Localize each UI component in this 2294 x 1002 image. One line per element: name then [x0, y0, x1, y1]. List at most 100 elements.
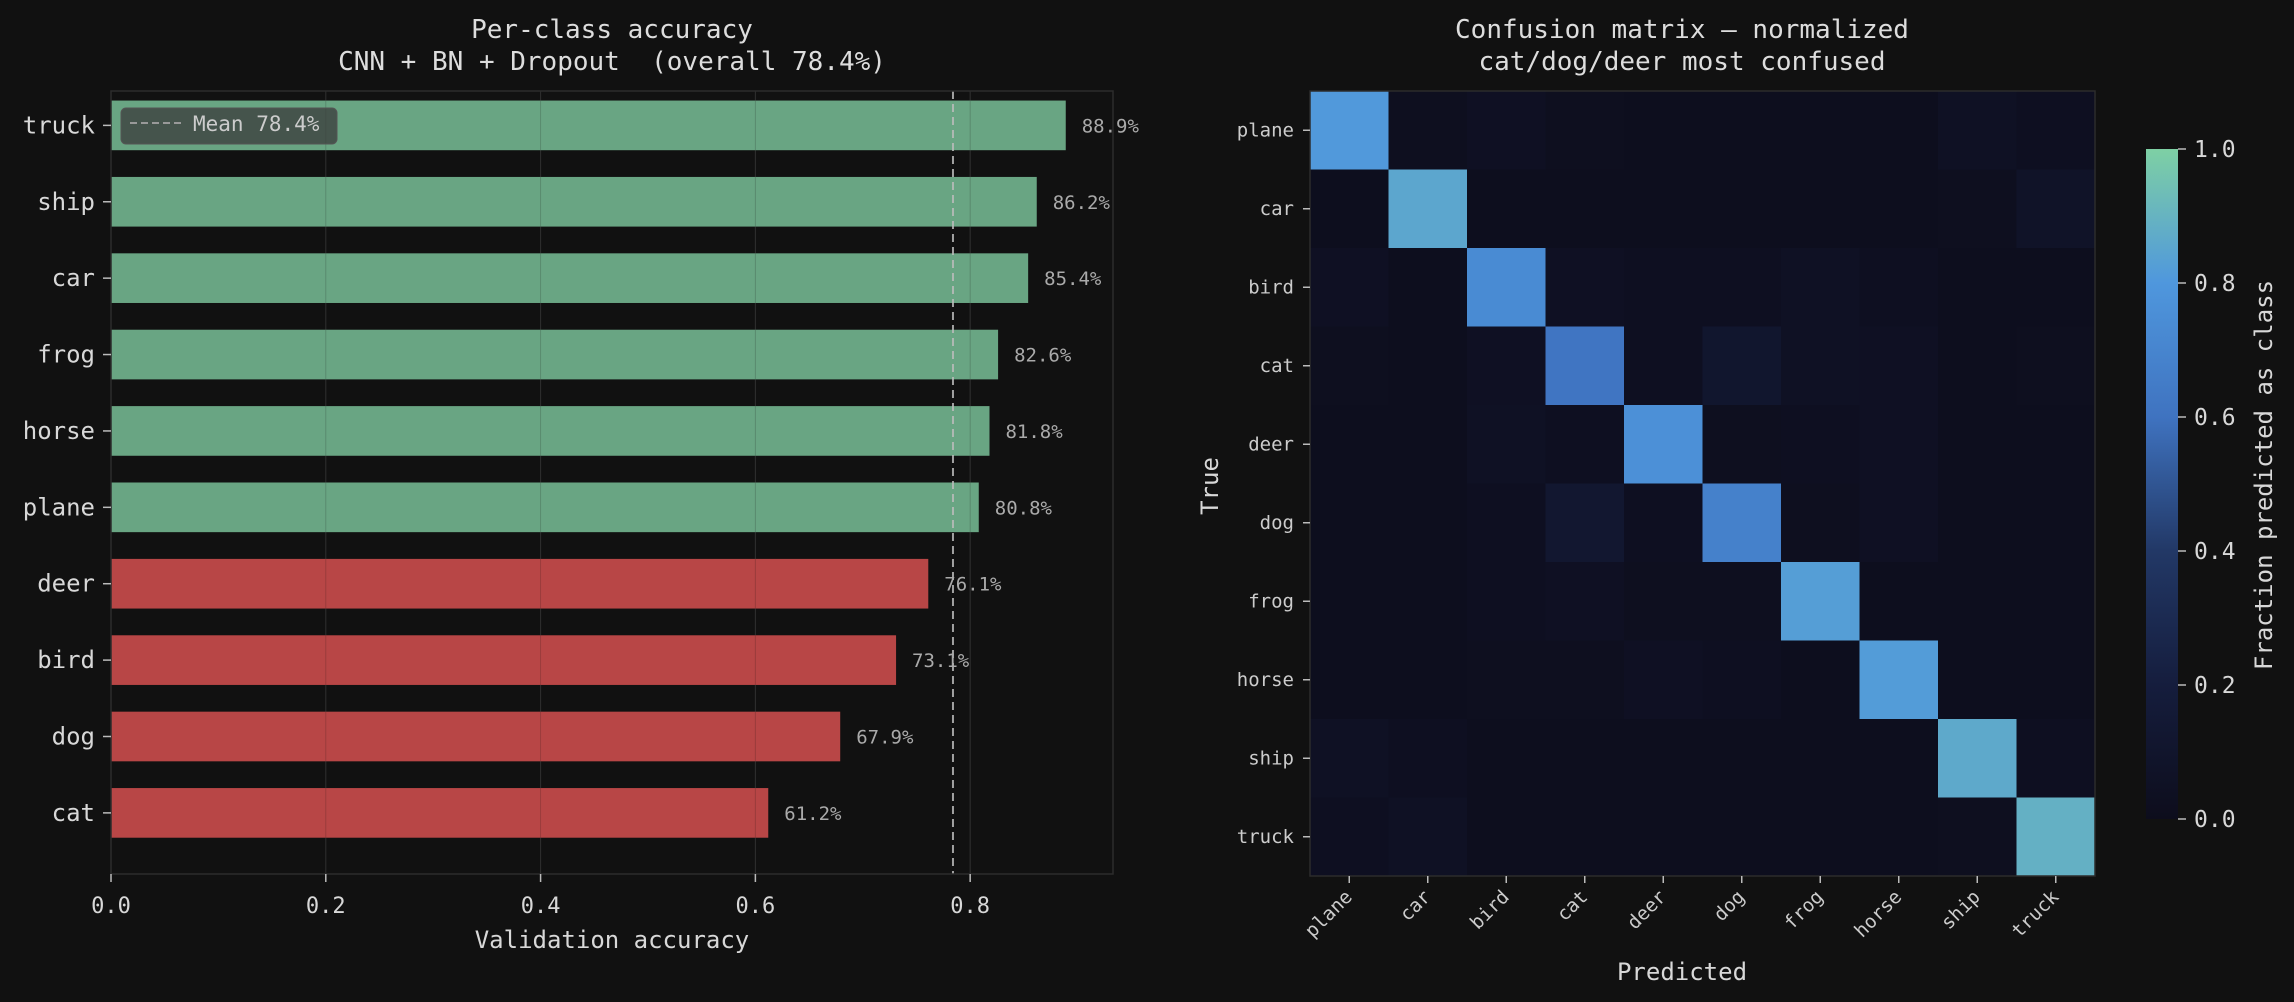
category-label-plane: plane	[23, 493, 95, 521]
row-label-frog: frog	[1248, 590, 1294, 612]
colorbar-tick-label: 0.6	[2194, 405, 2236, 431]
cell-frog-cat	[1545, 562, 1625, 641]
cell-dog-bird	[1467, 483, 1546, 563]
row-label-truck: truck	[1237, 826, 1295, 848]
cell-deer-plane	[1310, 405, 1389, 484]
cell-cat-bird	[1467, 326, 1546, 406]
category-label-frog: frog	[37, 341, 95, 369]
bar-bird	[111, 635, 897, 685]
bar-chart-category-labels: truck ship car frog horse plane deer bird dog cat	[23, 111, 111, 827]
cell-deer-truck	[2016, 405, 2096, 484]
cell-deer-dog	[1702, 405, 1782, 484]
cell-car-bird	[1467, 169, 1546, 249]
bar-chart-legend: Mean 78.4%	[120, 107, 338, 145]
row-label-bird: bird	[1248, 276, 1294, 298]
cell-dog-frog	[1781, 483, 1860, 563]
cell-plane-plane	[1310, 91, 1389, 170]
row-label-deer: deer	[1248, 433, 1294, 455]
bar-horse	[111, 406, 990, 456]
category-label-bird: bird	[37, 646, 95, 674]
colorbar-label: Fraction predicted as class	[2250, 280, 2278, 670]
category-label-truck: truck	[23, 111, 96, 139]
cell-ship-truck	[2016, 719, 2096, 798]
category-label-horse: horse	[23, 417, 95, 445]
cell-plane-bird	[1467, 91, 1546, 170]
cell-ship-frog	[1781, 719, 1860, 798]
cell-horse-frog	[1781, 640, 1860, 720]
column-label-ship: ship	[1937, 886, 1985, 934]
value-label-plane: 80.8%	[995, 497, 1053, 519]
column-label-plane: plane	[1301, 886, 1357, 942]
row-label-plane: plane	[1237, 119, 1294, 141]
cell-truck-dog	[1702, 797, 1782, 877]
cell-cat-car	[1388, 326, 1468, 406]
bar-plane	[111, 482, 979, 533]
bar-frog	[111, 329, 999, 380]
cell-dog-horse	[1859, 483, 1939, 563]
cell-plane-ship	[1938, 91, 2017, 170]
cell-bird-dog	[1702, 248, 1782, 327]
colorbar-tick-label: 0.0	[2194, 807, 2236, 833]
cell-cat-horse	[1859, 326, 1939, 406]
colorbar-tick-label: 0.2	[2194, 673, 2236, 699]
cell-plane-truck	[2016, 91, 2096, 170]
legend-entry-mean: Mean 78.4%	[193, 112, 320, 136]
cell-horse-truck	[2016, 640, 2096, 720]
column-label-dog: dog	[1709, 886, 1749, 926]
value-label-truck: 88.9%	[1082, 115, 1140, 137]
cell-car-car	[1388, 169, 1468, 249]
cell-ship-dog	[1702, 719, 1782, 798]
cell-car-deer	[1624, 169, 1703, 249]
column-label-horse: horse	[1850, 886, 1906, 942]
bar-chart-x-ticks: 0.0 0.2 0.4 0.6 0.8	[91, 874, 990, 919]
value-label-ship: 86.2%	[1053, 192, 1111, 214]
cell-dog-cat	[1545, 483, 1625, 563]
value-label-dog: 67.9%	[856, 726, 914, 748]
bar-deer	[111, 558, 929, 609]
cell-horse-dog	[1702, 640, 1782, 720]
value-label-frog: 82.6%	[1014, 345, 1072, 367]
cell-ship-deer	[1624, 719, 1703, 798]
heatmap-y-axis-label: True	[1196, 457, 1224, 515]
cell-truck-frog	[1781, 797, 1860, 877]
value-label-horse: 81.8%	[1005, 421, 1063, 443]
cell-frog-plane	[1310, 562, 1389, 641]
cell-bird-cat	[1545, 248, 1625, 327]
cell-truck-car	[1388, 797, 1468, 877]
cell-deer-frog	[1781, 405, 1860, 484]
cell-frog-ship	[1938, 562, 2017, 641]
column-label-deer: deer	[1623, 886, 1671, 934]
cell-car-frog	[1781, 169, 1860, 249]
cell-deer-cat	[1545, 405, 1625, 484]
bar-ship	[111, 176, 1037, 227]
cell-deer-horse	[1859, 405, 1939, 484]
cell-dog-dog	[1702, 483, 1782, 563]
category-label-car: car	[52, 264, 95, 292]
colorbar-ticks: 0.0 0.2 0.4 0.6 0.8 1.0	[2178, 137, 2236, 833]
cell-ship-ship	[1938, 719, 2017, 798]
cell-frog-deer	[1624, 562, 1703, 641]
cell-car-horse	[1859, 169, 1939, 249]
bar-chart-frame	[110, 90, 1114, 875]
cell-cat-dog	[1702, 326, 1782, 406]
bar-dog	[111, 711, 841, 762]
heatmap-cells	[1310, 91, 2096, 877]
heatmap-x-axis-label: Predicted	[1617, 958, 1747, 986]
cell-cat-plane	[1310, 326, 1389, 406]
cell-deer-bird	[1467, 405, 1546, 484]
heatmap-subtitle: cat/dog/deer most confused	[1479, 47, 1886, 77]
x-tick-label: 0.6	[735, 894, 775, 919]
value-label-deer: 76.1%	[944, 574, 1002, 596]
cell-cat-frog	[1781, 326, 1860, 406]
cell-truck-cat	[1545, 797, 1625, 877]
cell-truck-ship	[1938, 797, 2017, 877]
row-label-cat: cat	[1260, 355, 1294, 377]
cell-car-truck	[2016, 169, 2096, 249]
cell-truck-deer	[1624, 797, 1703, 877]
colorbar-tick-label: 0.8	[2194, 271, 2236, 297]
cell-truck-plane	[1310, 797, 1389, 877]
column-label-truck: truck	[2007, 886, 2063, 942]
column-label-bird: bird	[1466, 886, 1514, 934]
cell-horse-plane	[1310, 640, 1389, 720]
